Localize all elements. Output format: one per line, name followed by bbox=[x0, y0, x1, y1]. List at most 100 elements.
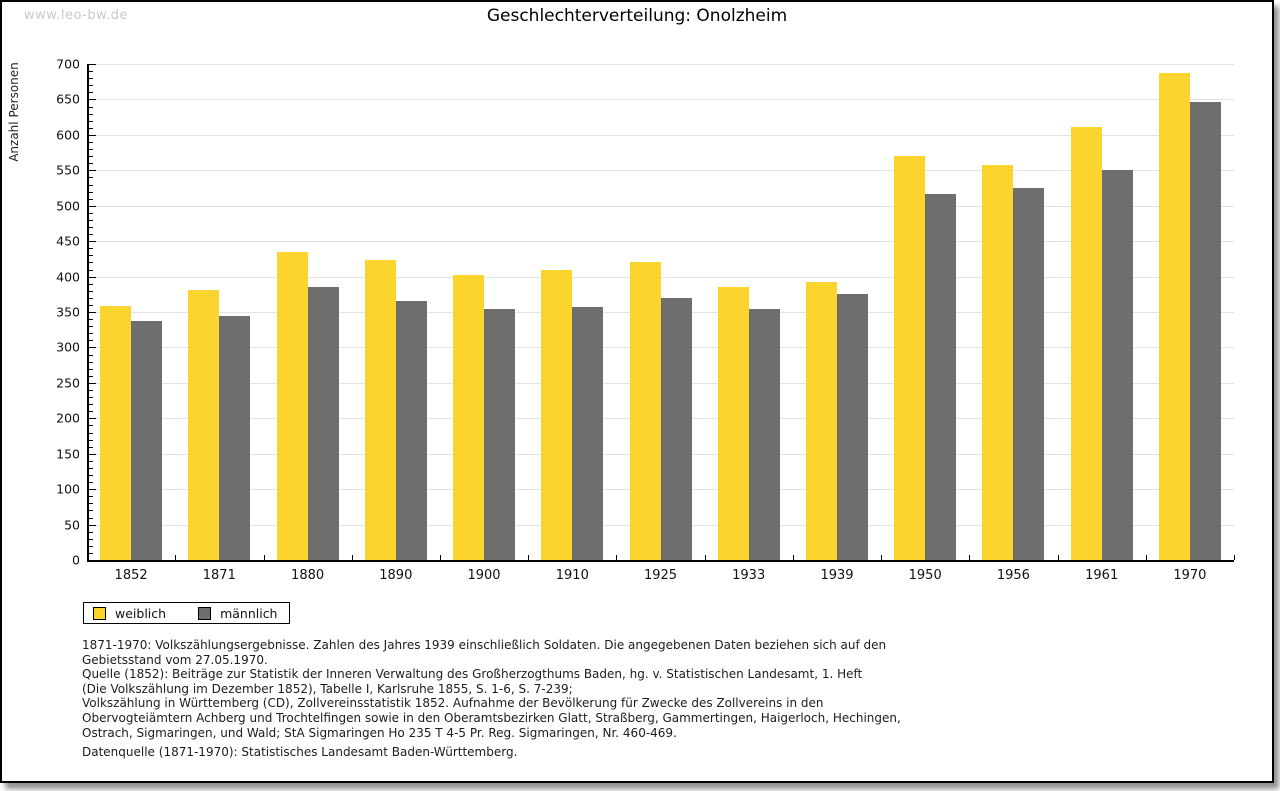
y-tick-40 bbox=[89, 531, 93, 533]
gridline-700 bbox=[87, 64, 1234, 65]
y-tick-360 bbox=[89, 304, 93, 306]
y-tick-520 bbox=[89, 191, 93, 193]
y-tick-470 bbox=[89, 227, 93, 228]
gridline-500 bbox=[87, 205, 1234, 207]
x-tick-label-1950: 1950 bbox=[908, 568, 942, 583]
x-tick-12 bbox=[1145, 555, 1147, 560]
y-tick-110 bbox=[89, 482, 93, 484]
x-tick-7 bbox=[704, 555, 706, 560]
y-tick-label-500: 500 bbox=[56, 198, 80, 214]
y-tick-200 bbox=[89, 418, 96, 420]
x-axis-line bbox=[87, 560, 1234, 562]
y-tick-label-100: 100 bbox=[56, 481, 80, 497]
x-tick-label-1939: 1939 bbox=[820, 568, 854, 583]
y-tick-570 bbox=[89, 156, 93, 158]
bar-männlich-1925 bbox=[660, 297, 692, 560]
y-tick-630 bbox=[89, 113, 93, 115]
y-tick-440 bbox=[89, 248, 93, 250]
footnotes: 1871-1970: Volkszählungsergebnisse. Zahl… bbox=[82, 638, 901, 740]
legend: weiblich männlich bbox=[83, 602, 291, 624]
y-tick-label-400: 400 bbox=[56, 269, 80, 285]
y-tick-580 bbox=[89, 149, 93, 150]
y-tick-170 bbox=[89, 439, 93, 441]
datasource-note: Datenquelle (1871-1970): Statistisches L… bbox=[82, 745, 518, 759]
y-tick-label-300: 300 bbox=[56, 339, 80, 355]
bar-weiblich-1925 bbox=[629, 261, 661, 560]
y-tick-160 bbox=[89, 446, 93, 448]
y-tick-label-450: 450 bbox=[56, 233, 80, 249]
y-tick-150 bbox=[89, 453, 96, 455]
y-tick-320 bbox=[89, 333, 93, 335]
x-tick-1 bbox=[175, 555, 177, 560]
y-tick-90 bbox=[89, 496, 93, 498]
gridline-650 bbox=[87, 99, 1234, 101]
bar-männlich-1900 bbox=[484, 308, 515, 560]
x-tick-2 bbox=[263, 555, 265, 560]
legend-label: männlich bbox=[220, 605, 278, 621]
y-tick-270 bbox=[89, 368, 93, 370]
y-tick-240 bbox=[89, 389, 93, 391]
y-tick-300 bbox=[89, 347, 96, 349]
bar-männlich-1890 bbox=[395, 301, 427, 560]
y-tick-540 bbox=[89, 177, 93, 179]
bar-männlich-1871 bbox=[219, 316, 251, 560]
x-tick-label-1890: 1890 bbox=[379, 568, 413, 583]
bar-männlich-1880 bbox=[307, 286, 339, 560]
y-tick-310 bbox=[89, 340, 93, 342]
y-tick-480 bbox=[89, 219, 93, 221]
bar-weiblich-1871 bbox=[188, 290, 220, 560]
y-tick-620 bbox=[89, 120, 93, 122]
y-tick-label-150: 150 bbox=[56, 446, 80, 462]
y-tick-20 bbox=[89, 545, 93, 547]
y-tick-380 bbox=[89, 290, 93, 292]
y-tick-610 bbox=[89, 127, 93, 129]
bar-männlich-1950 bbox=[925, 193, 957, 560]
x-tick-label-1900: 1900 bbox=[467, 568, 501, 583]
x-tick-4 bbox=[439, 555, 441, 560]
legend-swatch-männlich bbox=[198, 606, 212, 620]
bar-weiblich-1961 bbox=[1070, 127, 1102, 560]
bar-männlich-1961 bbox=[1101, 170, 1133, 560]
y-tick-290 bbox=[89, 354, 93, 356]
bar-weiblich-1880 bbox=[276, 251, 308, 560]
y-tick-label-50: 50 bbox=[64, 517, 80, 533]
footnote-line: Obervogteiämtern Achberg und Trochtelfin… bbox=[82, 710, 901, 725]
y-tick-label-350: 350 bbox=[56, 304, 80, 320]
bar-weiblich-1950 bbox=[894, 156, 926, 560]
x-tick-label-1852: 1852 bbox=[114, 568, 148, 583]
bar-männlich-1933 bbox=[748, 308, 780, 560]
y-tick-label-0: 0 bbox=[72, 552, 80, 568]
x-tick-label-1933: 1933 bbox=[732, 568, 766, 583]
y-tick-350 bbox=[89, 312, 96, 313]
leo-bw-watermark: www.leo-bw.de bbox=[24, 8, 128, 23]
y-tick-500 bbox=[89, 205, 96, 207]
bar-weiblich-1890 bbox=[364, 260, 396, 560]
x-tick-0 bbox=[87, 555, 88, 560]
y-axis-line bbox=[87, 64, 89, 562]
x-tick-label-1925: 1925 bbox=[643, 568, 678, 583]
x-tick-5 bbox=[528, 555, 530, 560]
footnote-line: Gebietsstand vom 27.05.1970. bbox=[82, 652, 268, 667]
y-tick-80 bbox=[89, 503, 93, 505]
x-tick-label-1956: 1956 bbox=[996, 568, 1030, 583]
bar-weiblich-1970 bbox=[1158, 73, 1190, 560]
y-tick-640 bbox=[89, 106, 93, 108]
legend-item-männlich: männlich bbox=[198, 606, 277, 621]
y-tick-400 bbox=[89, 276, 96, 278]
bar-männlich-1852 bbox=[131, 320, 163, 560]
y-tick-140 bbox=[89, 460, 93, 462]
bar-männlich-1939 bbox=[837, 294, 868, 560]
y-tick-280 bbox=[89, 361, 93, 363]
x-tick-label-1910: 1910 bbox=[555, 568, 589, 583]
x-tick-3 bbox=[351, 555, 353, 560]
footnote-line: Quelle (1852): Beiträge zur Statistik de… bbox=[82, 667, 863, 682]
y-tick-490 bbox=[89, 212, 93, 214]
gridline-550 bbox=[87, 170, 1234, 172]
y-tick-100 bbox=[89, 489, 96, 491]
y-tick-190 bbox=[89, 425, 93, 427]
y-tick-590 bbox=[89, 141, 93, 143]
y-tick-370 bbox=[89, 297, 93, 299]
y-tick-230 bbox=[89, 397, 93, 398]
y-tick-560 bbox=[89, 163, 93, 165]
